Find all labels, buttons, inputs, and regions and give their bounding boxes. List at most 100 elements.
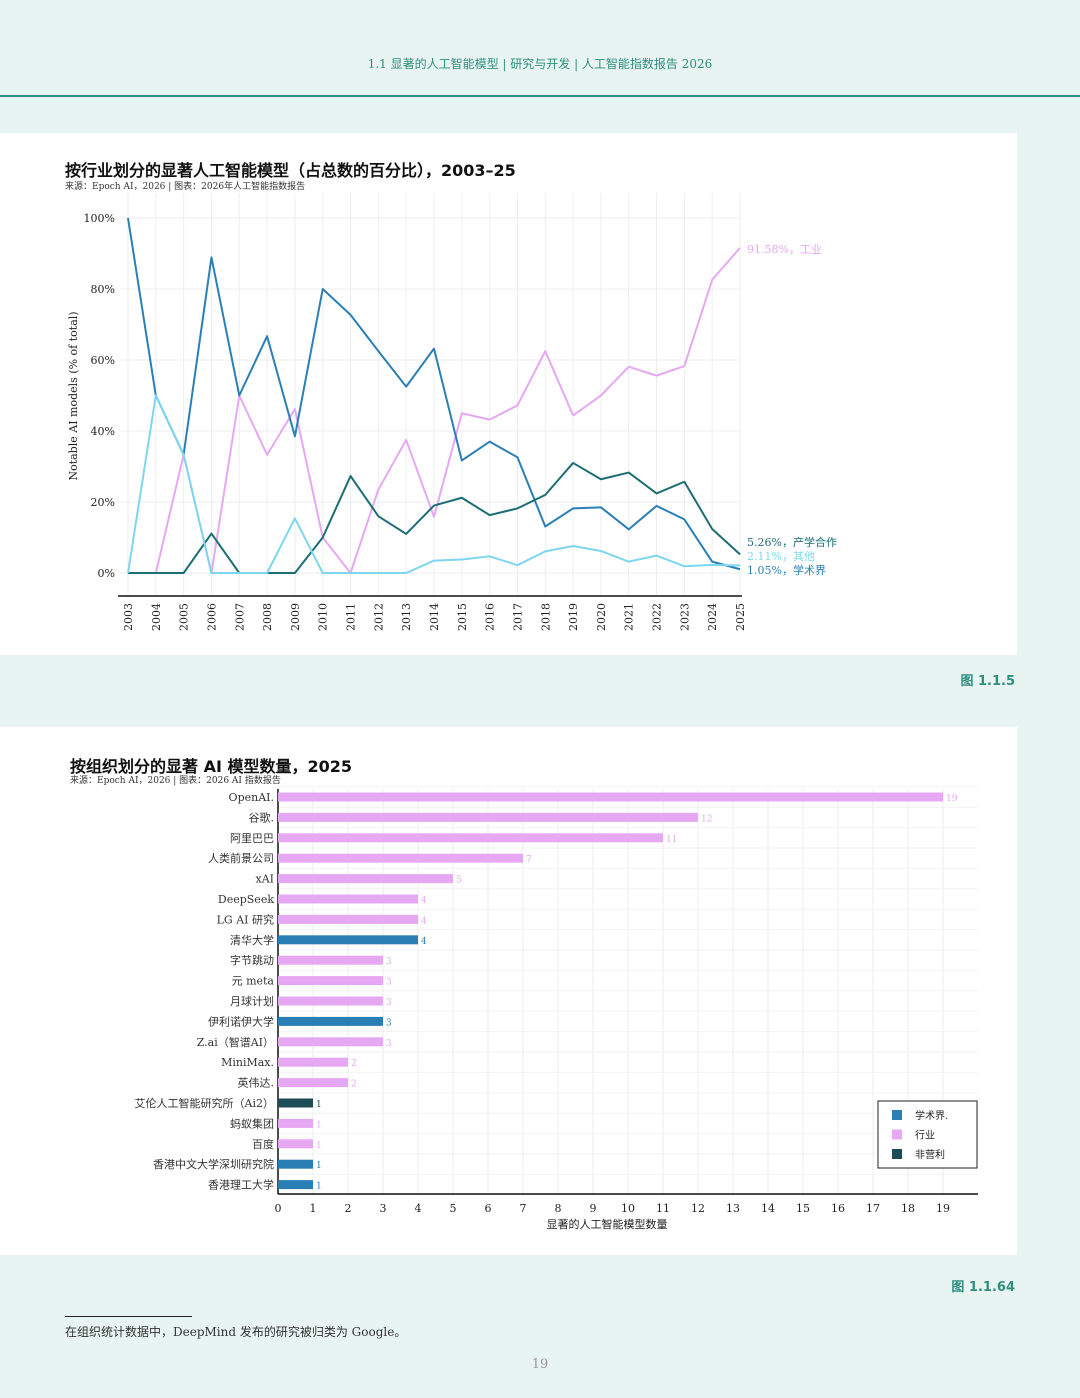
bar: [278, 1159, 313, 1169]
bar-value-label: 3: [386, 998, 392, 1008]
series-line-其他: [127, 394, 741, 574]
bar-value-label: 5: [456, 876, 462, 886]
category-label: 阿里巴巴: [230, 832, 274, 845]
bar: [278, 833, 663, 843]
bar-value-label: 3: [386, 957, 392, 967]
bar-value-label: 4: [421, 937, 427, 947]
bar-chart-panel: 按组织划分的显著 AI 模型数量，2025 来源：Epoch AI，2026 |…: [0, 727, 1017, 1255]
y-tick-label: 20%: [91, 496, 115, 509]
category-label: 谷歌.: [249, 810, 275, 824]
x-tick-label: 2015: [456, 603, 469, 631]
x-tick-label: 18: [901, 1202, 915, 1215]
bar-value-label: 3: [386, 978, 392, 988]
bar: [278, 1057, 348, 1067]
category-label: 伊利诺伊大学: [208, 1014, 274, 1028]
category-label: 字节跳动: [230, 953, 274, 967]
x-tick-label: 9: [590, 1202, 597, 1215]
x-tick-label: 2009: [289, 603, 302, 631]
bar-value-label: 2: [351, 1080, 357, 1090]
bar-chart-source: 来源：Epoch AI，2026 | 图表：2026 AI 指数报告: [70, 776, 281, 786]
legend-swatch: [892, 1149, 902, 1159]
x-tick-label: 2013: [400, 603, 413, 631]
x-tick-label: 2023: [678, 603, 691, 631]
x-axis-label: 显著的人工智能模型数量: [547, 1217, 668, 1231]
category-label: Z.ai（智谱AI）: [197, 1035, 274, 1049]
x-tick-label: 12: [691, 1202, 705, 1215]
bar-value-label: 3: [386, 1039, 392, 1049]
x-tick-label: 2003: [122, 603, 135, 631]
bar: [278, 1037, 383, 1047]
line-chart: 0% 20% 40% 60% 80% 100% 2003 2004 2005 2006 2007 20…: [67, 193, 837, 631]
category-label: OpenAI.: [229, 791, 274, 804]
category-label: 元 meta: [232, 975, 275, 988]
x-tick-label: 13: [726, 1202, 740, 1215]
line-chart-title: 按行业划分的显著人工智能模型（占总数的百分比），2003–25: [65, 161, 516, 180]
x-tick-label: 16: [831, 1202, 845, 1215]
series-end-label: 91.58%，工业: [747, 243, 822, 256]
bar-value-label: 19: [946, 794, 958, 804]
y-tick-label: 80%: [91, 283, 115, 296]
x-tick-label: 2022: [651, 603, 664, 631]
bar: [278, 996, 383, 1006]
bar: [278, 853, 523, 863]
bar-value-label: 1: [316, 1141, 322, 1151]
series-end-label: 1.05%，学术界: [747, 563, 826, 577]
x-tick-label: 10: [621, 1202, 635, 1215]
series-line-产学合作: [128, 461, 741, 574]
x-tick-label: 2025: [734, 603, 747, 631]
x-tick-label: 15: [796, 1202, 810, 1215]
legend-label: 行业: [915, 1129, 935, 1142]
x-tick-label: 2: [345, 1202, 352, 1215]
x-tick-label: 2020: [595, 603, 608, 631]
bar: [278, 792, 943, 802]
footnote-divider: [65, 1316, 192, 1317]
bar: [278, 976, 383, 986]
bar-value-label: 1: [316, 1120, 322, 1130]
series-line-学术界: [127, 217, 741, 571]
x-tick-label: 2006: [205, 603, 218, 631]
x-tick-label: 17: [866, 1202, 880, 1215]
bar-value-label: 4: [421, 916, 427, 926]
x-tick-label: 1: [310, 1202, 317, 1215]
x-tick-label: 7: [520, 1202, 527, 1215]
category-label: 蚂蚁集团: [230, 1116, 274, 1130]
x-tick-label: 2024: [706, 603, 719, 631]
y-tick-label: 60%: [91, 354, 115, 367]
bar-value-label: 4: [421, 896, 427, 906]
bar-value-label: 7: [526, 855, 532, 865]
x-tick-label: 2017: [511, 603, 524, 631]
line-chart-panel: 按行业划分的显著人工智能模型（占总数的百分比），2003–25 来源：Epoch…: [0, 133, 1017, 655]
bar: [278, 1098, 313, 1108]
category-label: 香港中文大学深圳研究院: [153, 1157, 274, 1171]
series-line-工业: [128, 247, 741, 574]
bar-value-label: 1: [316, 1100, 322, 1110]
bar-value-label: 3: [386, 1018, 392, 1028]
y-tick-label: 40%: [91, 425, 115, 438]
x-tick-label: 4: [415, 1202, 422, 1215]
category-label: 人类前景公司: [208, 851, 274, 865]
bar: [278, 1118, 313, 1128]
x-tick-label: 2007: [233, 603, 246, 631]
bar: [278, 1016, 383, 1026]
x-tick-label: 3: [380, 1202, 387, 1215]
bar: [278, 914, 418, 924]
bar-value-label: 2: [351, 1059, 357, 1069]
category-label: xAI: [256, 873, 275, 886]
legend-swatch: [892, 1110, 902, 1120]
category-label: 香港理工大学: [208, 1178, 274, 1192]
y-tick-label: 100%: [84, 212, 115, 225]
x-tick-label: 19: [936, 1202, 950, 1215]
x-tick-label: 11: [656, 1202, 670, 1215]
figure-label-1: 图 1.1.5: [960, 674, 1015, 689]
footnote: 在组织统计数据中，DeepMind 发布的研究被归类为 Google。: [65, 1325, 407, 1339]
x-tick-label: 2011: [345, 603, 358, 631]
category-label: LG AI 研究: [217, 912, 274, 926]
series-end-label: 5.26%，产学合作: [747, 535, 837, 549]
category-label: MiniMax.: [221, 1056, 274, 1069]
legend-swatch: [892, 1129, 902, 1140]
series-end-label: 2.11%，其他: [747, 550, 815, 563]
category-label: 百度: [252, 1137, 274, 1151]
page-header: 1.1 显著的人工智能模型 | 研究与开发 | 人工智能指数报告 2026: [0, 0, 1080, 97]
x-tick-label: 2012: [372, 603, 385, 631]
